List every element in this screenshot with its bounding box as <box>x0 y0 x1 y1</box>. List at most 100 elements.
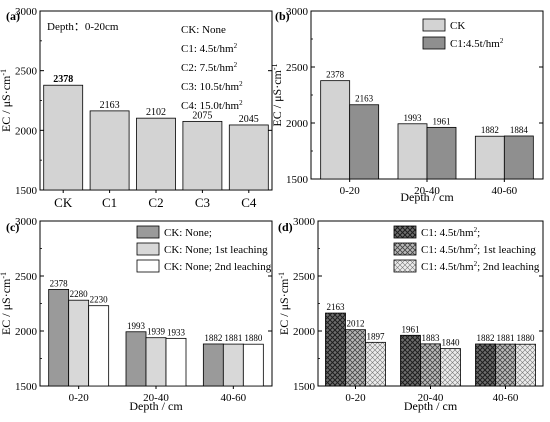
bar-40-60-2 <box>515 343 536 387</box>
data-label: 1881 <box>224 333 242 343</box>
x-tick-label: 0-20 <box>345 392 366 404</box>
bar-0-20-2 <box>88 305 110 387</box>
data-label: 2230 <box>90 295 109 305</box>
x-tick-label: 20-40 <box>414 185 440 197</box>
panel-label: (c) <box>6 220 19 234</box>
bar-20-40-2 <box>440 348 461 387</box>
panel-label: (d) <box>278 220 293 234</box>
data-label: 2075 <box>192 110 212 121</box>
data-label: 1882 <box>204 333 222 343</box>
bar-0-20-1 <box>68 299 90 387</box>
y-tick-label: 1500 <box>15 185 38 197</box>
y-tick-label: 2000 <box>293 326 316 338</box>
y-axis-label: EC / μS·cm-1 <box>0 69 13 132</box>
data-label: 1883 <box>422 333 441 343</box>
data-label: 1993 <box>404 113 423 123</box>
legend-entry: C3: 10.5t/hm2 <box>181 80 243 93</box>
x-tick-label: 0-20 <box>69 392 90 404</box>
data-label: 2163 <box>100 100 120 111</box>
data-label: 2280 <box>70 289 89 299</box>
x-tick-label: C3 <box>195 195 210 210</box>
legend-entry: C1: 4.5t/hm2; <box>421 226 480 239</box>
x-tick-label: C4 <box>241 195 257 210</box>
bar-40-60-1 <box>503 135 534 180</box>
bar-0-20-1 <box>345 329 366 387</box>
legend-entry: C1:4.5t/hm2 <box>450 37 504 50</box>
legend-swatch <box>136 225 160 239</box>
depth-note: Depth：0-20cm <box>47 21 119 33</box>
y-axis-label: EC / μS·cm-1 <box>270 63 284 126</box>
legend-swatch <box>393 242 417 256</box>
bar-20-40-1 <box>420 343 441 387</box>
y-tick-label: 2000 <box>286 118 309 130</box>
y-tick-label: 2000 <box>15 125 38 137</box>
data-label: 1882 <box>481 125 499 135</box>
bar-0-20-0 <box>325 312 346 387</box>
bar-20-40-0 <box>397 123 428 180</box>
legend-entry: CK: None; 1st leaching <box>164 244 268 256</box>
bar-40-60-0 <box>202 343 224 387</box>
y-tick-label: 2500 <box>286 62 309 74</box>
chart-panel-b: 1500 2000 2500 3000 EC / μS·cm-1 (b) 2378 2163 0… <box>270 6 544 204</box>
legend-swatch <box>422 36 446 50</box>
bar-C4-0 <box>228 124 269 191</box>
data-label: 1993 <box>127 321 146 331</box>
legend-swatch <box>422 18 446 32</box>
y-tick-label: 3000 <box>286 6 309 18</box>
data-label: 2045 <box>239 114 259 125</box>
bar-0-20-0 <box>48 289 70 387</box>
legend-entry: CK: None; 2nd leaching <box>164 261 272 273</box>
legend-swatch <box>393 259 417 273</box>
data-label: 1961 <box>433 116 451 126</box>
x-tick-label: 20-40 <box>418 392 444 404</box>
legend-entry: CK <box>450 20 465 32</box>
data-label: 1880 <box>517 333 536 343</box>
legend-entry: C2: 7.5t/hm2 <box>181 61 238 74</box>
data-label: 1939 <box>147 327 166 337</box>
x-tick-label: C2 <box>148 195 163 210</box>
y-tick-label: 3000 <box>15 216 38 228</box>
data-label: 2378 <box>50 278 69 288</box>
y-axis-label: EC / μS·cm-1 <box>277 272 291 335</box>
x-tick-label: C1 <box>102 195 117 210</box>
bar-20-40-2 <box>165 337 187 387</box>
y-axis-label: EC / μS·cm-1 <box>0 272 13 335</box>
bar-40-60-1 <box>495 343 516 387</box>
data-label: 1880 <box>244 333 263 343</box>
data-label: 2163 <box>327 302 346 312</box>
x-axis-label: Depth / cm <box>129 399 183 413</box>
data-label: 1840 <box>442 338 461 348</box>
y-tick-label: 1500 <box>293 381 316 393</box>
x-tick-label: 20-40 <box>143 392 169 404</box>
data-label: 2102 <box>146 107 166 118</box>
bar-C1-0 <box>89 110 130 191</box>
chart-panel-a: 1500 2000 2500 3000 EC / μS·cm-1 (a) 2378 CK 216… <box>0 6 273 210</box>
x-tick-label: 40-60 <box>220 392 246 404</box>
x-tick-label: 0-20 <box>340 185 361 197</box>
bar-0-20-0 <box>320 80 351 180</box>
data-label: 1884 <box>510 125 529 135</box>
x-tick-label: 40-60 <box>493 392 519 404</box>
data-label: 1933 <box>167 327 186 337</box>
data-label: 2012 <box>347 319 365 329</box>
legend-entry: C4: 15.0t/hm2 <box>181 99 243 112</box>
bar-40-60-0 <box>475 343 496 387</box>
bar-C2-0 <box>136 117 176 191</box>
bar-40-60-0 <box>474 135 505 180</box>
data-label: 1882 <box>477 333 495 343</box>
bar-20-40-0 <box>125 331 147 387</box>
bar-0-20-1 <box>349 104 380 180</box>
x-tick-label: CK <box>54 195 73 210</box>
data-label: 1961 <box>402 324 420 334</box>
bar-20-40-0 <box>400 334 421 387</box>
y-tick-label: 2500 <box>15 66 38 78</box>
data-label: 2378 <box>326 70 345 80</box>
bar-20-40-1 <box>145 337 167 387</box>
legend-entry: C1: 4.5t/hm2; 1st leaching <box>421 243 536 256</box>
bar-20-40-1 <box>426 126 457 180</box>
bar-40-60-1 <box>222 343 244 387</box>
legend-entry: CK: None <box>181 24 226 36</box>
legend-swatch <box>136 242 160 256</box>
